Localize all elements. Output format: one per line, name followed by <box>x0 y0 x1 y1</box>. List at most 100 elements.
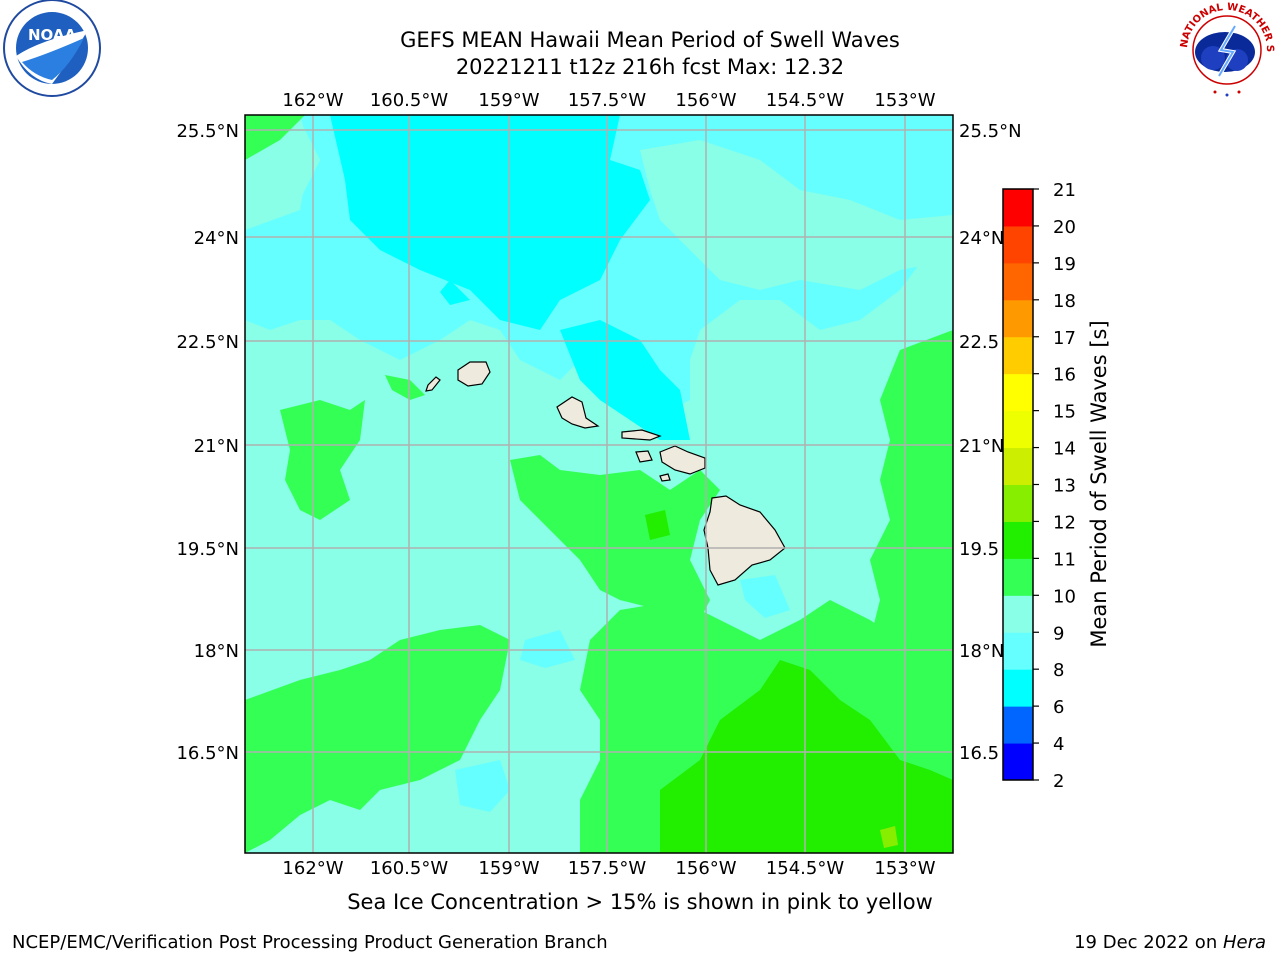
colorbar-tick-label: 16 <box>1053 365 1076 386</box>
lat-labels-right: 25.5°N 24°N 22.5 21°N 19.5 18°N 16.5 <box>959 121 1022 764</box>
field-green-nw-corner <box>245 115 305 160</box>
lat-label-left: 24°N <box>194 228 239 249</box>
footer-credit: NCEP/EMC/Verification Post Processing Pr… <box>12 932 608 953</box>
field-aqua-ne <box>640 140 953 290</box>
colorbar-tick-label: 10 <box>1053 586 1076 607</box>
colorbar-bin <box>1003 743 1033 781</box>
lat-label-left: 21°N <box>194 436 239 457</box>
colorbar-bin <box>1003 706 1033 744</box>
colorbar-tick-label: 8 <box>1053 660 1064 681</box>
lat-label-left: 16.5°N <box>176 743 239 764</box>
lon-label-bottom: 160.5°W <box>370 858 449 879</box>
colorbar-bin <box>1003 484 1033 522</box>
lon-labels-top: 162°W 160.5°W 159°W 157.5°W 156°W 154.5°W 153°… <box>282 90 935 111</box>
colorbar-bin <box>1003 225 1033 264</box>
field-max-patch <box>880 826 898 848</box>
colorbar-bin <box>1003 336 1033 375</box>
colorbar-tick-label: 14 <box>1053 439 1076 460</box>
field-green-deep <box>660 660 953 853</box>
field-green-south <box>245 625 510 853</box>
field-cyan-bigisle <box>740 575 790 618</box>
colorbar-tick-label: 17 <box>1053 328 1076 349</box>
lon-label-top: 156°W <box>675 90 736 111</box>
chart-subtitle: 20221211 t12z 216h fcst Max: 12.32 <box>455 55 845 79</box>
nws-logo: NATIONAL WEATHER SERVICE <box>1175 0 1275 98</box>
sea-ice-note: Sea Ice Concentration > 15% is shown in … <box>347 890 933 914</box>
noaa-logo-text: NOAA <box>28 26 77 44</box>
lat-label-right: 18°N <box>959 641 1004 662</box>
colorbar-tick-label: 13 <box>1053 476 1076 497</box>
colorbar-bin <box>1003 558 1033 596</box>
map-gridlines <box>245 115 953 853</box>
lon-label-top: 162°W <box>282 90 343 111</box>
field-cyan-south <box>455 760 510 812</box>
lat-label-right: 16.5 <box>959 743 999 764</box>
colorbar-tick-label: 11 <box>1053 549 1076 570</box>
lat-label-left: 18°N <box>194 641 239 662</box>
colorbar-tick-label: 19 <box>1053 254 1076 275</box>
footer-host: Hera <box>1222 932 1266 953</box>
map-frame <box>244 114 954 854</box>
colorbar-tick-label: 15 <box>1053 402 1076 423</box>
field-brightcyan <box>330 115 650 330</box>
colorbar-bin <box>1003 299 1033 338</box>
footer-date-text: 19 Dec 2022 on <box>1074 932 1223 953</box>
colorbar-bin <box>1003 521 1033 559</box>
lat-label-left: 19.5°N <box>176 539 239 560</box>
colorbar-tick-label: 18 <box>1053 291 1076 312</box>
colorbar-tick-label: 21 <box>1053 180 1076 201</box>
lon-label-top: 159°W <box>478 90 539 111</box>
colorbar-label: Mean Period of Swell Waves [s] <box>1087 320 1111 647</box>
field-layer <box>245 115 953 853</box>
lat-label-right: 19.5 <box>959 539 999 560</box>
island-maui <box>659 445 706 475</box>
field-green-east <box>870 330 953 700</box>
colorbar-bin <box>1003 189 1033 227</box>
lon-label-bottom: 157.5°W <box>568 858 647 879</box>
island-oahu <box>556 396 600 429</box>
island-lanai <box>635 450 653 463</box>
lon-label-top: 160.5°W <box>370 90 449 111</box>
colorbar-bin <box>1003 447 1033 485</box>
lon-label-top: 153°W <box>874 90 935 111</box>
colorbar: 21 20 19 18 17 16 15 14 13 12 11 10 9 8 6 4 2 <box>1002 180 1076 792</box>
lat-label-right: 25.5°N <box>959 121 1022 142</box>
island-niihau <box>425 376 441 392</box>
field-green-kauai <box>385 375 425 400</box>
lat-labels-left: 25.5°N 24°N 22.5°N 21°N 19.5°N 18°N 16.5°N <box>176 121 239 764</box>
colorbar-tick-label: 4 <box>1053 734 1064 755</box>
lon-label-bottom: 154.5°W <box>766 858 845 879</box>
colorbar-tick-label: 20 <box>1053 217 1076 238</box>
footer-date: 19 Dec 2022 on Hera <box>1074 932 1266 953</box>
lon-label-top: 157.5°W <box>568 90 647 111</box>
hawaii-islands <box>425 361 786 586</box>
lon-label-top: 154.5°W <box>766 90 845 111</box>
field-brightcyan-2 <box>560 320 690 440</box>
field-green-west <box>280 400 365 520</box>
colorbar-bin <box>1003 595 1033 633</box>
island-kahoolawe <box>659 473 671 482</box>
lat-label-right: 24°N <box>959 228 1004 249</box>
lat-label-left: 25.5°N <box>176 121 239 142</box>
island-molokai <box>621 429 662 441</box>
lat-label-right: 22.5 <box>959 332 999 353</box>
lon-label-bottom: 159°W <box>478 858 539 879</box>
colorbar-bin <box>1003 410 1033 449</box>
field-green-deep2 <box>645 510 670 540</box>
colorbar-tick-label: 2 <box>1053 771 1064 792</box>
lon-label-bottom: 153°W <box>874 858 935 879</box>
chart-title: GEFS MEAN Hawaii Mean Period of Swell Wa… <box>400 28 900 52</box>
colorbar-bin <box>1003 669 1033 707</box>
colorbar-tick-label: 12 <box>1053 512 1076 533</box>
lon-label-bottom: 162°W <box>282 858 343 879</box>
colorbar-bin <box>1003 262 1033 301</box>
field-brightcyan-3 <box>440 280 470 305</box>
lat-label-left: 22.5°N <box>176 332 239 353</box>
noaa-logo: NOAA <box>3 0 101 97</box>
lon-labels-bottom: 162°W 160.5°W 159°W 157.5°W 156°W 154.5°W 153°… <box>282 858 935 879</box>
lon-label-bottom: 156°W <box>675 858 736 879</box>
field-green-central <box>510 455 720 620</box>
lat-label-right: 21°N <box>959 436 1004 457</box>
colorbar-tick-label: 9 <box>1053 623 1064 644</box>
